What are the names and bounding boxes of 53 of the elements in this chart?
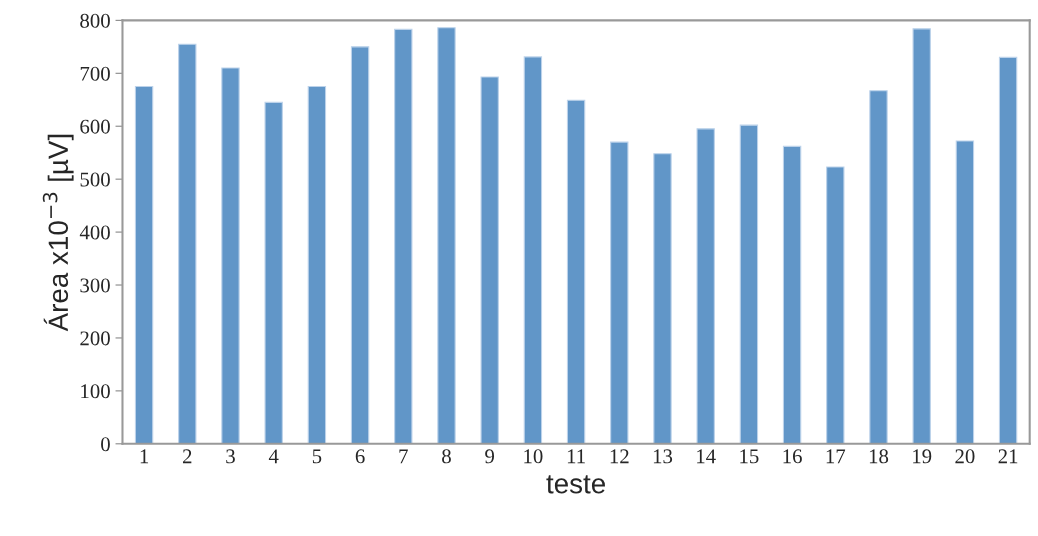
x-tick-label: 11: [567, 449, 585, 464]
y-tick-label: 500: [80, 172, 110, 187]
x-tick-label: 7: [399, 449, 408, 464]
bar: [610, 141, 629, 444]
bar: [307, 85, 327, 444]
x-tick-label: 8: [442, 449, 451, 464]
bar: [134, 85, 154, 444]
y-tick-label: 600: [80, 119, 110, 134]
x-tick-label: 1: [140, 449, 149, 464]
bar: [394, 28, 413, 444]
bar: [350, 46, 370, 444]
bar: [739, 124, 759, 444]
bar: [826, 166, 845, 444]
x-tick-label: 21: [998, 449, 1018, 464]
y-tick-label: 0: [101, 437, 110, 452]
x-tick-label: 18: [869, 449, 889, 464]
bar: [178, 43, 197, 444]
y-tick-label: 400: [79, 225, 110, 240]
bar: [782, 145, 802, 444]
x-tick-label: 10: [524, 449, 543, 464]
x-tick-label: 6: [355, 449, 365, 464]
x-tick-label: 15: [740, 449, 759, 464]
x-tick-label: 9: [485, 449, 495, 464]
bar: [221, 67, 240, 444]
x-tick-label: 17: [826, 449, 846, 464]
bar: [912, 28, 931, 444]
x-tick-label: 13: [653, 449, 673, 464]
x-axis-title: teste: [546, 475, 605, 494]
bar: [998, 56, 1018, 444]
x-tick-label: 2: [182, 449, 192, 464]
y-tick-label: 200: [80, 331, 110, 346]
y-tick-label: 100: [81, 384, 110, 399]
x-tick-label: 14: [697, 449, 716, 464]
y-axis-title: Área x10$^{−3}$ [µV]: [42, 134, 74, 332]
bar: [696, 128, 715, 444]
bar: [437, 27, 456, 444]
x-tick-label: 16: [783, 449, 802, 464]
bar: [480, 76, 499, 444]
x-tick-label: 4: [268, 449, 279, 464]
y-tick-label: 800: [80, 13, 110, 28]
y-tick-label: 300: [80, 278, 110, 293]
x-tick-label: 3: [226, 449, 235, 464]
bar: [653, 153, 672, 444]
x-tick-label: 5: [312, 449, 322, 464]
x-tick-label: 12: [610, 449, 629, 464]
y-tick-label: 700: [80, 66, 110, 81]
bar: [955, 140, 975, 444]
bar: [264, 101, 283, 444]
x-tick-label: 19: [913, 449, 932, 464]
x-tick-label: 20: [955, 449, 975, 464]
bar: [566, 99, 586, 444]
bar: [523, 56, 543, 444]
bar: [869, 90, 888, 444]
